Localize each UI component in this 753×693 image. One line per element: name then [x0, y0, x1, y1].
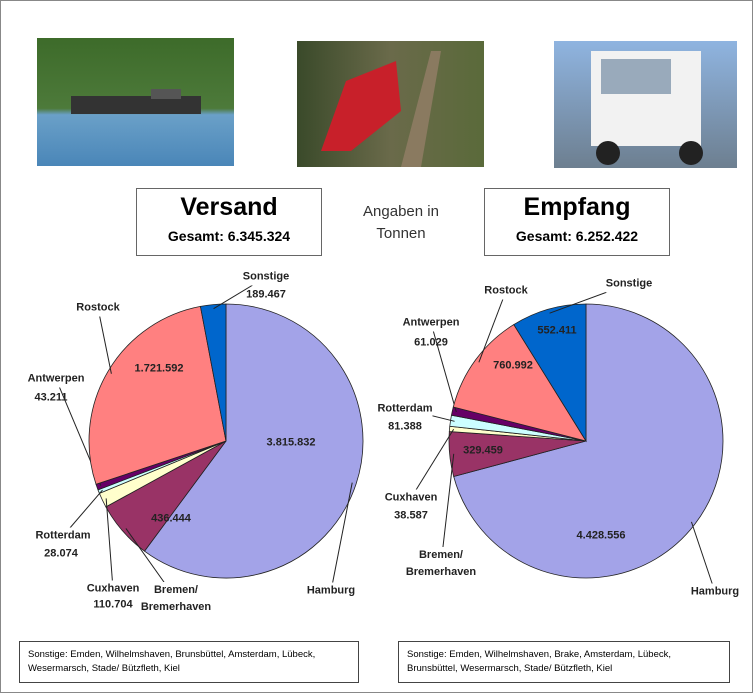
value-label: 110.704	[93, 597, 132, 614]
slice-label: Rotterdam	[35, 528, 90, 545]
slice-label: Rostock	[484, 283, 527, 300]
value-label: 189.467	[246, 287, 286, 304]
value-label: 43.211	[34, 390, 67, 407]
value-label: 28.074	[44, 546, 78, 563]
slice-label: Sonstige	[243, 269, 289, 286]
title-box: Empfang Gesamt: 6.252.422	[484, 188, 670, 256]
slice-label: Hamburg	[691, 584, 739, 601]
page: Versand Gesamt: 6.345.324 Empfang Gesamt…	[0, 0, 753, 693]
value-label: 1.721.592	[135, 361, 184, 378]
photo-train	[297, 41, 484, 167]
leader-line	[98, 308, 111, 374]
slice-label: Antwerpen	[403, 315, 460, 332]
chart-title: Empfang	[485, 193, 669, 222]
unit-note: Angaben in Tonnen	[346, 201, 456, 245]
slice-label: Hamburg	[307, 583, 355, 600]
photo-ship	[37, 38, 234, 166]
leader-line	[411, 429, 454, 498]
value-label: 552.411	[537, 323, 576, 340]
chart-subtitle: Gesamt: 6.345.324	[137, 228, 321, 244]
slice-label: Bremen/ Bremerhaven	[406, 547, 476, 581]
value-label: 81.388	[388, 419, 422, 436]
photo-truck	[554, 41, 737, 168]
slice-label: Cuxhaven	[385, 490, 438, 507]
value-label: 760.992	[493, 358, 533, 375]
value-label: 3.815.832	[267, 435, 316, 452]
slice-label: Rotterdam	[377, 401, 432, 418]
value-label: 38.587	[394, 508, 428, 525]
slice-label: Antwerpen	[28, 371, 85, 388]
footnote: Sonstige: Emden, Wilhelmshaven, Brake, A…	[398, 641, 730, 683]
slice-label: Sonstige	[606, 276, 652, 293]
value-label: 61.029	[414, 335, 448, 352]
chart-subtitle: Gesamt: 6.252.422	[485, 228, 669, 244]
value-label: 436.444	[151, 511, 191, 528]
chart-title: Versand	[137, 193, 321, 222]
slice-label: Cuxhaven	[87, 581, 140, 598]
footnote: Sonstige: Emden, Wilhelmshaven, Brunsbüt…	[19, 641, 359, 683]
value-label: 329.459	[463, 443, 503, 460]
slice-label: Rostock	[76, 300, 119, 317]
leader-line	[691, 522, 715, 592]
title-box: Versand Gesamt: 6.345.324	[136, 188, 322, 256]
slice-label: Bremen/ Bremerhaven	[141, 582, 211, 616]
value-label: 4.428.556	[577, 528, 626, 545]
